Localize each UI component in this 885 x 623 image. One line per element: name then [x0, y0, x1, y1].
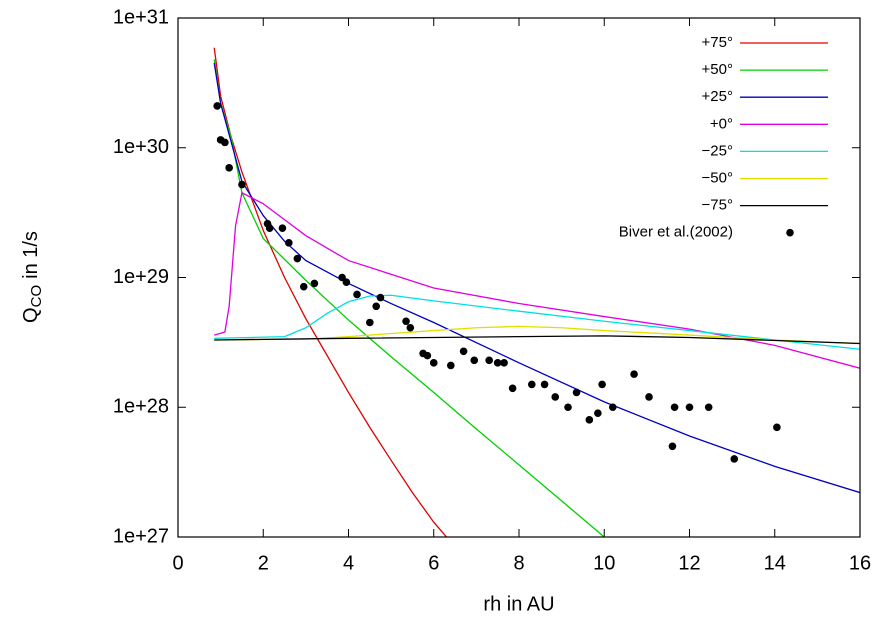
x-axis-label: rh in AU: [483, 593, 554, 615]
plot-frame: [177, 17, 861, 538]
curve: [214, 335, 860, 345]
data-point: [594, 409, 602, 417]
data-point: [299, 282, 308, 291]
legend-label: −50°: [702, 169, 733, 186]
data-point: [402, 317, 410, 326]
data-point: [285, 239, 293, 247]
y-axis-label: QCO in 1/s: [20, 231, 45, 323]
y-label-sub: CO: [28, 285, 45, 308]
y-label-main: Q: [20, 307, 42, 323]
data-point: [278, 224, 287, 232]
legend-label: +50°: [702, 61, 733, 78]
x-tick-label: 14: [764, 552, 786, 574]
data-point: [540, 380, 549, 389]
data-point: [265, 224, 274, 232]
data-point: [551, 393, 560, 401]
legend-label: +25°: [702, 88, 733, 105]
x-tick-label: 10: [593, 552, 615, 574]
data-point: [342, 278, 351, 286]
data-point: [366, 318, 374, 327]
y-tick-label: 1e+29: [113, 266, 169, 288]
x-tick-label: 0: [172, 552, 183, 574]
data-point: [225, 164, 233, 172]
data-point: [406, 323, 415, 332]
data-point: [459, 347, 468, 356]
data-point: [429, 359, 438, 367]
curve: [214, 294, 860, 350]
data-point: [493, 359, 502, 367]
y-tick-label: 1e+30: [113, 136, 169, 158]
x-tick-label: 16: [849, 552, 871, 574]
data-point: [447, 361, 455, 370]
data-point: [310, 279, 319, 288]
data-point: [608, 403, 617, 412]
data-point: [293, 254, 302, 263]
curve: [214, 191, 860, 369]
data-point: [376, 293, 385, 302]
data-point: [500, 359, 508, 367]
data-point: [670, 403, 679, 412]
y-label-rest: in 1/s: [20, 231, 42, 279]
x-tick-label: 6: [428, 552, 439, 574]
data-point: [372, 302, 381, 311]
data-point: [598, 380, 606, 389]
data-point: [221, 138, 229, 147]
data-point: [353, 290, 361, 299]
legend-label: Biver et al.(2002): [619, 224, 733, 241]
data-point: [773, 423, 781, 432]
data-point: [630, 370, 638, 378]
data-point: [730, 455, 739, 463]
data-point: [423, 351, 432, 360]
data-point: [668, 442, 677, 451]
y-tick-label: 1e+31: [113, 6, 169, 28]
legend-label: −75°: [702, 197, 733, 214]
x-tick-label: 8: [513, 552, 524, 574]
curve: [213, 59, 605, 537]
curve: [213, 62, 860, 494]
data-point: [238, 180, 246, 189]
y-tick-label: 1e+28: [113, 396, 169, 418]
legend-marker: [786, 228, 794, 237]
legend-label: +0°: [710, 115, 733, 132]
data-point: [685, 403, 694, 412]
data-point: [508, 384, 517, 393]
data-point: [585, 416, 594, 424]
data-point: [704, 403, 713, 412]
x-tick-label: 4: [343, 552, 354, 574]
data-point: [645, 393, 653, 401]
legend-label: +75°: [702, 34, 733, 51]
data-point: [470, 356, 479, 365]
curve: [214, 325, 860, 345]
curve: [213, 47, 448, 537]
legend-label: −25°: [702, 142, 733, 159]
data-point: [485, 356, 493, 365]
y-tick-label: 1e+27: [113, 525, 169, 547]
data-point: [213, 102, 222, 110]
data-point: [527, 380, 536, 389]
x-tick-label: 12: [678, 552, 700, 574]
x-tick-label: 2: [258, 552, 269, 574]
data-point: [572, 388, 581, 397]
data-point: [564, 403, 572, 412]
